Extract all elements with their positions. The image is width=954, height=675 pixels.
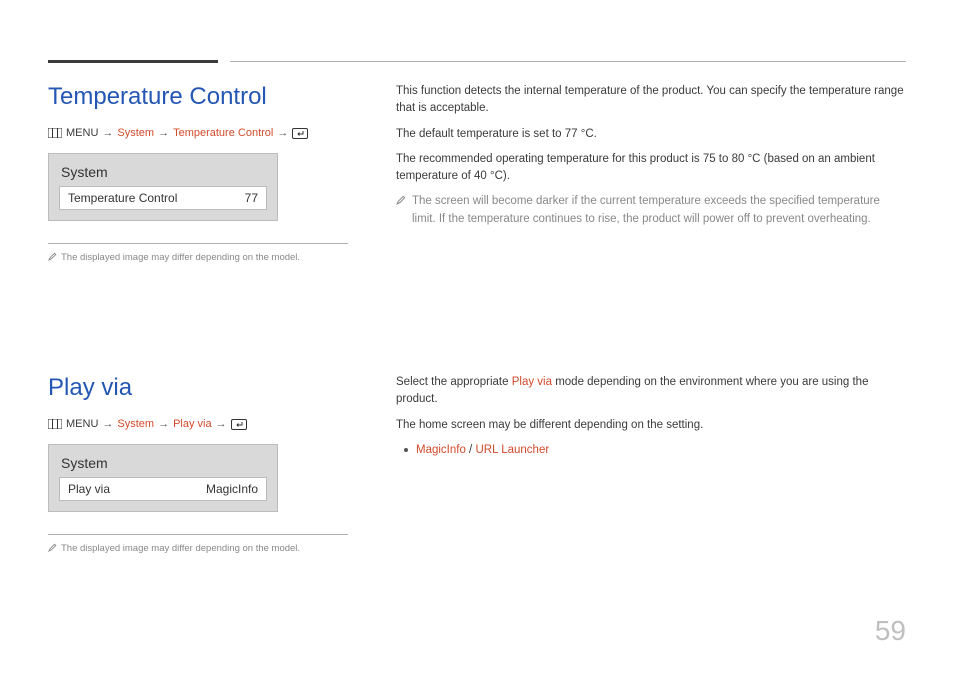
section-play-via: Play via MENU → System → Play via → Syst… <box>48 374 906 555</box>
enter-icon <box>231 419 247 430</box>
bullet-dot-icon <box>404 448 408 452</box>
breadcrumb-item-system: System <box>117 127 154 139</box>
menu-icon <box>48 128 62 138</box>
breadcrumb-arrow: → <box>277 127 288 139</box>
pencil-icon <box>48 252 57 264</box>
settings-panel: System Play via MagicInfo <box>48 444 278 512</box>
breadcrumb-item-system: System <box>117 418 154 430</box>
breadcrumb-prefix: MENU <box>66 418 98 430</box>
left-footnote: The displayed image may differ depending… <box>48 543 348 555</box>
right-column: This function detects the internal tempe… <box>396 83 906 264</box>
section-gap <box>48 264 906 374</box>
breadcrumb-arrow: → <box>158 127 169 139</box>
top-rule-bold <box>48 60 218 63</box>
panel-title: System <box>59 164 267 180</box>
pencil-icon <box>48 543 57 555</box>
separator: / <box>466 444 476 456</box>
panel-row-play-via: Play via MagicInfo <box>59 477 267 501</box>
breadcrumb-item-temperature-control: Temperature Control <box>173 127 273 139</box>
panel-bottom-rule <box>48 534 348 535</box>
settings-panel: System Temperature Control 77 <box>48 153 278 221</box>
pencil-icon <box>396 194 406 211</box>
bullet-item: MagicInfo / URL Launcher <box>404 442 906 459</box>
bullet-text: MagicInfo / URL Launcher <box>416 442 549 459</box>
left-footnote: The displayed image may differ depending… <box>48 252 348 264</box>
section-temperature-control: Temperature Control MENU → System → Temp… <box>48 83 906 264</box>
panel-row-temperature-control: Temperature Control 77 <box>59 186 267 210</box>
panel-row-value: MagicInfo <box>206 482 258 496</box>
paragraph: Select the appropriate Play via mode dep… <box>396 374 906 409</box>
note-text: The screen will become darker if the cur… <box>412 193 906 228</box>
panel-title: System <box>59 455 267 471</box>
highlight-play-via: Play via <box>512 376 552 388</box>
footnote-text: The displayed image may differ depending… <box>61 543 300 554</box>
option-url-launcher: URL Launcher <box>475 444 549 456</box>
left-column: Temperature Control MENU → System → Temp… <box>48 83 348 264</box>
panel-row-label: Play via <box>68 482 110 496</box>
breadcrumb-arrow: → <box>102 127 113 139</box>
paragraph: The default temperature is set to 77 °C. <box>396 126 906 143</box>
footnote-text: The displayed image may differ depending… <box>61 252 300 263</box>
top-rule-thin <box>230 61 906 62</box>
enter-icon <box>292 128 308 139</box>
breadcrumb-arrow: → <box>158 418 169 430</box>
option-magicinfo: MagicInfo <box>416 444 466 456</box>
paragraph: This function detects the internal tempe… <box>396 83 906 118</box>
paragraph: The recommended operating temperature fo… <box>396 151 906 186</box>
breadcrumb-arrow: → <box>102 418 113 430</box>
section-title: Play via <box>48 374 348 402</box>
right-column: Select the appropriate Play via mode dep… <box>396 374 906 555</box>
paragraph: The home screen may be different dependi… <box>396 417 906 434</box>
panel-row-label: Temperature Control <box>68 191 177 205</box>
breadcrumb: MENU → System → Temperature Control → <box>48 127 348 139</box>
breadcrumb-item-play-via: Play via <box>173 418 212 430</box>
note: The screen will become darker if the cur… <box>396 193 906 228</box>
breadcrumb: MENU → System → Play via → <box>48 418 348 430</box>
page-number: 59 <box>875 615 906 647</box>
breadcrumb-prefix: MENU <box>66 127 98 139</box>
text: Select the appropriate <box>396 376 512 388</box>
section-title: Temperature Control <box>48 83 348 111</box>
page: Temperature Control MENU → System → Temp… <box>0 0 954 675</box>
menu-icon <box>48 419 62 429</box>
panel-row-value: 77 <box>245 191 258 205</box>
left-column: Play via MENU → System → Play via → Syst… <box>48 374 348 555</box>
panel-bottom-rule <box>48 243 348 244</box>
breadcrumb-arrow: → <box>216 418 227 430</box>
